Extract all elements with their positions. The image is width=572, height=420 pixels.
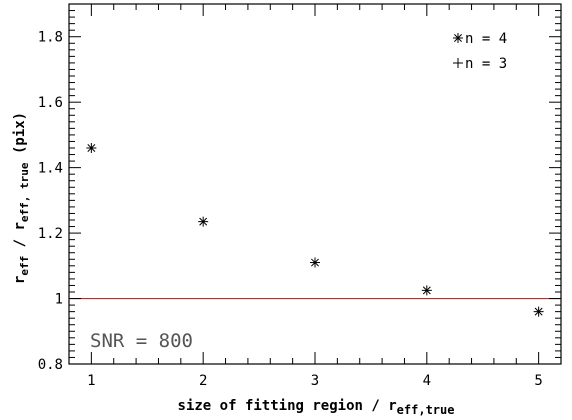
x-tick-labels: 1 2 3 4 5 bbox=[87, 373, 543, 389]
axis-ticks bbox=[68, 3, 562, 365]
y-tick-label: 1.2 bbox=[38, 226, 63, 242]
y-tick-label: 1.4 bbox=[38, 161, 63, 177]
data-point bbox=[86, 143, 97, 153]
legend-asterisk-icon bbox=[453, 33, 463, 43]
data-points bbox=[86, 143, 544, 317]
legend-plus-icon bbox=[453, 58, 463, 68]
x-tick-label: 3 bbox=[311, 373, 319, 389]
x-tick-label: 5 bbox=[534, 373, 542, 389]
legend: n = 4 n = 3 bbox=[453, 31, 507, 72]
x-tick-label: 4 bbox=[423, 373, 431, 389]
x-tick-label: 1 bbox=[87, 373, 95, 389]
data-point bbox=[198, 216, 209, 227]
y-tick-label: 1 bbox=[55, 292, 63, 308]
legend-label-n4: n = 4 bbox=[465, 31, 507, 47]
x-tick-label: 2 bbox=[199, 373, 207, 389]
y-tick-label: 0.8 bbox=[38, 357, 63, 373]
data-point bbox=[421, 285, 432, 296]
legend-marker-plus bbox=[453, 58, 463, 68]
data-point bbox=[533, 306, 544, 317]
y-tick-label: 1.6 bbox=[38, 95, 63, 111]
data-point bbox=[310, 257, 320, 268]
legend-marker-asterisk bbox=[453, 33, 463, 43]
x-axis-label: size of fitting region / reff,true bbox=[178, 398, 455, 417]
y-tick-labels: 0.8 1 1.2 1.4 1.6 1.8 bbox=[38, 30, 63, 373]
snr-annotation: SNR = 800 bbox=[90, 330, 193, 352]
y-tick-label: 1.8 bbox=[38, 30, 63, 46]
y-axis-label: reff / reff, true (pix) bbox=[12, 112, 31, 284]
legend-label-n3: n = 3 bbox=[465, 56, 507, 72]
